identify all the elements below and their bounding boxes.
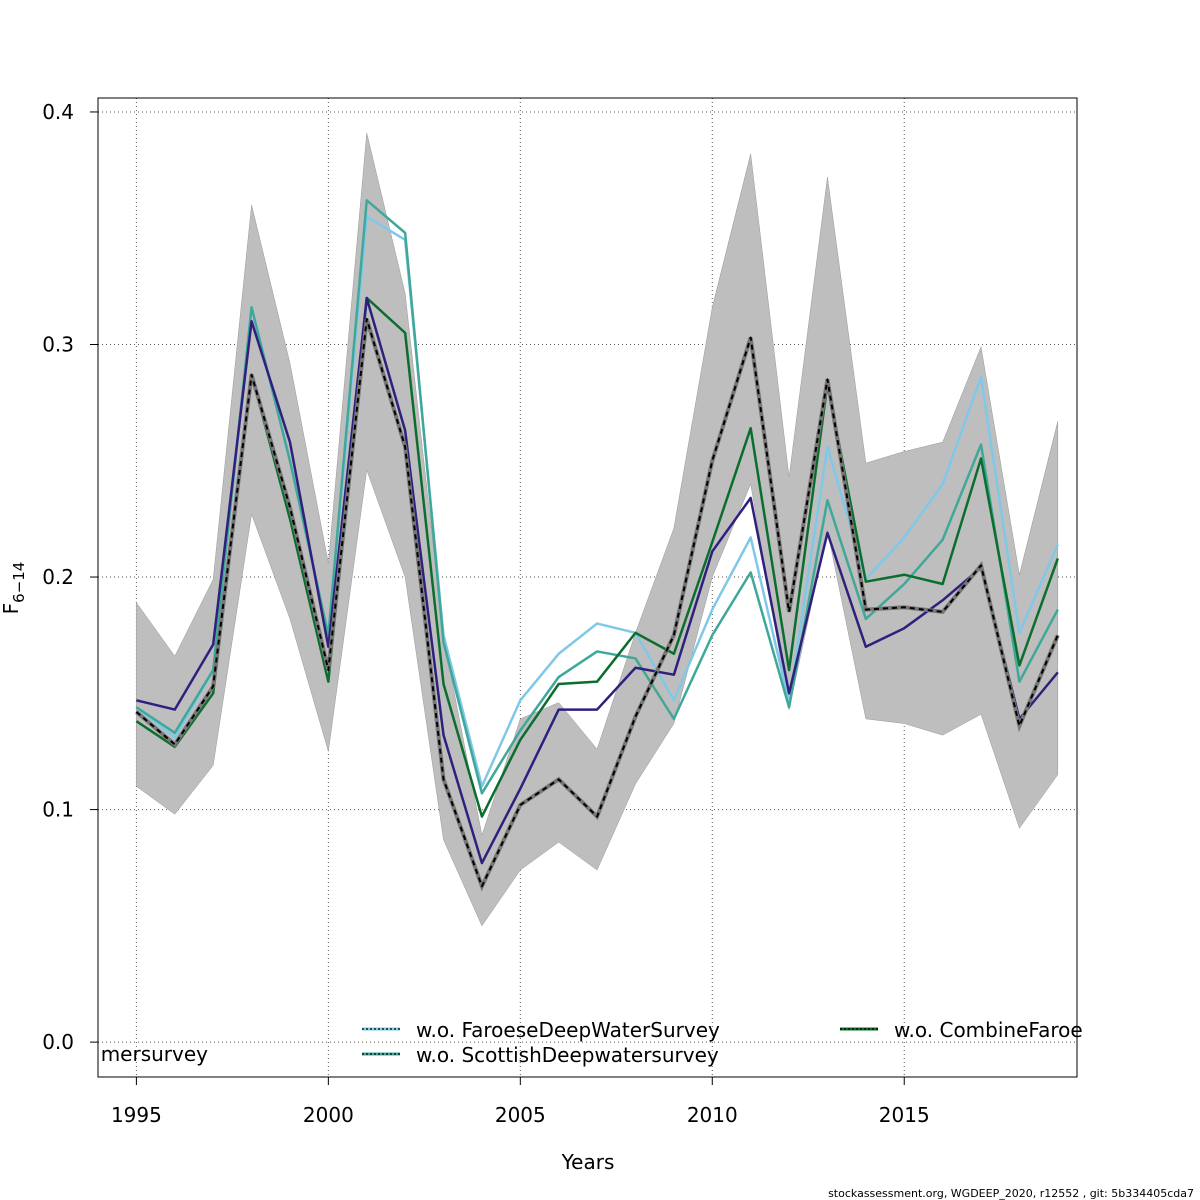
y-axis-label-main: F	[0, 603, 23, 615]
y-tick-label: 0.2	[42, 565, 74, 589]
x-axis-label: Years	[561, 1150, 615, 1174]
legend-label: w.o. CombineFaroe	[894, 1018, 1083, 1042]
confidence-band-area	[136, 132, 1059, 927]
y-axis: 0.0 0.1 0.2 0.3 0.4	[42, 100, 98, 1054]
plot-frame	[97, 97, 1078, 1078]
y-axis-label-subscript: 6−14	[10, 562, 28, 603]
legend-label: w.o. FaroeseDeepWaterSurvey	[416, 1018, 720, 1042]
series-line-5	[135, 317, 1059, 888]
series-lines	[135, 199, 1060, 892]
x-tick-label: 1995	[111, 1103, 162, 1127]
y-tick-label: 0.1	[42, 798, 74, 822]
x-tick-label: 2005	[495, 1103, 546, 1127]
x-tick-label: 2010	[687, 1103, 738, 1127]
x-tick-label: 2015	[879, 1103, 930, 1127]
svg-text:F6−14: F6−14	[0, 562, 28, 615]
series-line-3	[135, 296, 1059, 818]
legend: mersurvey w.o. FaroeseDeepWaterSurveyw.o…	[101, 1018, 1083, 1067]
series-line-4	[136, 296, 1059, 865]
confidence-band	[136, 132, 1059, 927]
y-tick-label: 0.0	[42, 1030, 74, 1054]
x-axis: 1995 2000 2005 2010 2015	[111, 1077, 930, 1127]
series-line-2	[135, 199, 1059, 795]
y-tick-label: 0.4	[42, 100, 74, 124]
legend-label: w.o. ScottishDeepwatersurvey	[416, 1043, 719, 1067]
legend-text-partial: mersurvey	[101, 1042, 208, 1066]
y-tick-label: 0.3	[42, 332, 74, 356]
x-tick-label: 2000	[303, 1103, 354, 1127]
y-axis-label: F6−14	[0, 562, 28, 615]
footer-credit: stockassessment.org, WGDEEP_2020, r12552…	[828, 1187, 1194, 1200]
